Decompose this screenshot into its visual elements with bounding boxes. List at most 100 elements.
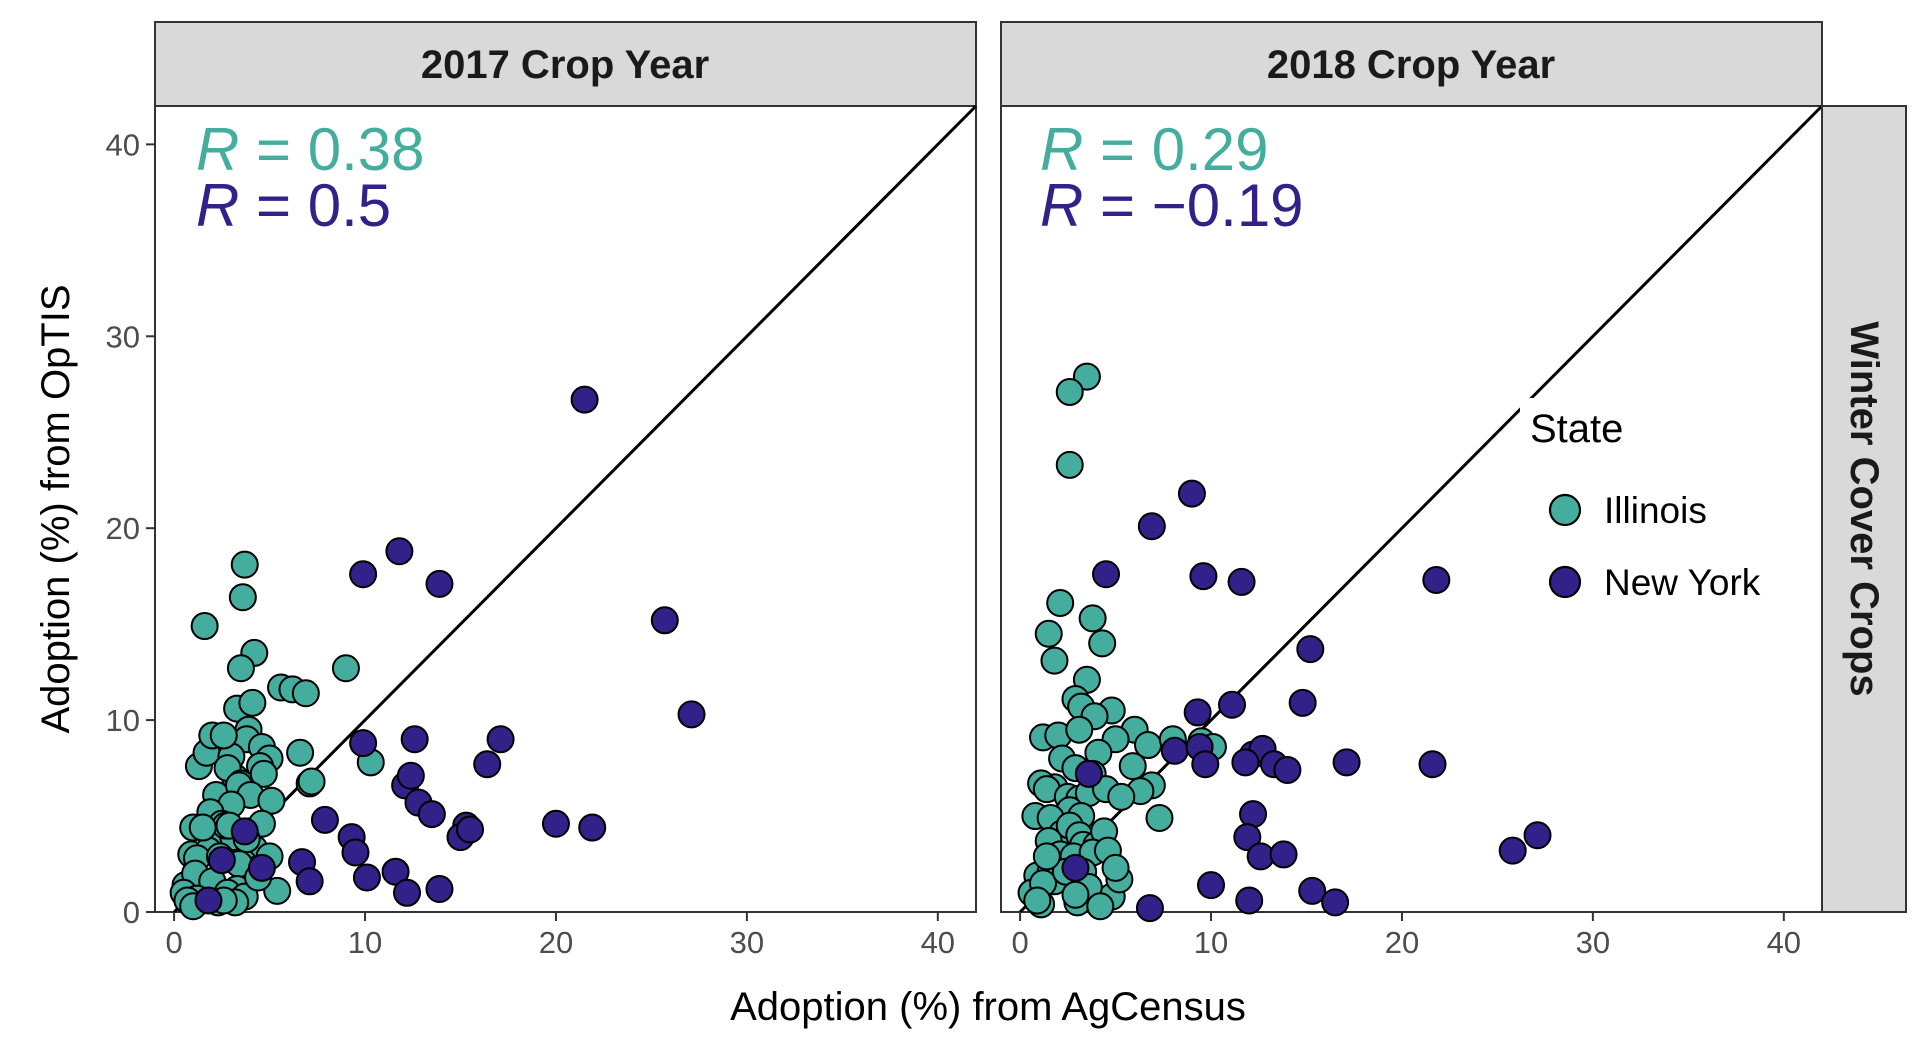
point-new-york [349,729,378,758]
point-new-york [381,857,410,886]
x-tick-label: 40 [1767,925,1801,960]
point-new-york [570,385,599,414]
point-new-york [1231,748,1260,777]
legend-swatch-new-york [1548,565,1582,599]
x-axis: 0 10 20 30 40 [165,912,955,960]
point-illinois [1078,604,1107,633]
point-new-york [1074,759,1103,788]
r-label-illinois: R = 0.29 [1040,116,1269,183]
point-illinois [1061,880,1090,909]
r-var: R [196,116,239,183]
point-new-york [1296,635,1325,664]
r-label-new-york: R = −0.19 [1040,172,1304,239]
y-tick-label: 0 [123,895,140,930]
point-new-york [1523,821,1552,850]
point-illinois [1040,646,1069,675]
point-new-york [1332,748,1361,777]
point-new-york [396,761,425,790]
r-value: 0.29 [1152,116,1269,183]
point-new-york [1288,688,1317,717]
y-tick-label: 40 [106,127,140,162]
point-new-york [349,560,378,589]
point-new-york [393,878,422,907]
r-var: R [196,172,239,239]
point-new-york [230,817,259,846]
point-new-york [1422,566,1451,595]
panel-title: 2017 Crop Year [421,43,709,87]
plot-area [154,105,977,913]
point-illinois [1055,377,1084,406]
point-illinois [331,654,360,683]
point-illinois [297,767,326,796]
point-new-york [1137,512,1166,541]
point-illinois [1032,842,1061,871]
point-illinois [226,654,255,683]
point-illinois [1046,589,1075,618]
point-illinois [1055,450,1084,479]
x-tick-label: 40 [921,925,955,960]
r-eq: = [1083,172,1151,239]
r-eq: = [239,172,307,239]
x-axis-title: Adoption (%) from AgCensus [730,985,1246,1029]
point-new-york [1218,690,1247,719]
panel-2017: 2017 Crop Year R = 0.38 R = 0.5 0 10 20 30 4… [106,21,978,960]
point-illinois [228,583,257,612]
point-illinois [188,813,217,842]
point-illinois [238,688,267,717]
panel-title: 2018 Crop Year [1267,43,1555,87]
y-axis: 0 10 20 30 40 [106,127,155,930]
point-illinois [1101,853,1130,882]
point-new-york [1183,698,1212,727]
point-new-york [207,846,236,875]
row-strip-label: Winter Cover Crops [1842,321,1886,696]
point-new-york [578,813,607,842]
x-tick-label: 10 [348,925,382,960]
points-layer [169,385,706,921]
point-new-york [456,815,485,844]
point-new-york [1197,871,1226,900]
r-value: −0.19 [1152,172,1304,239]
panel-strip [154,21,977,107]
point-illinois [249,759,278,788]
point-new-york [295,867,324,896]
legend-swatch-illinois [1548,493,1582,527]
point-new-york [1498,836,1527,865]
point-new-york [1233,823,1262,852]
point-new-york [1092,560,1121,589]
y-tick-label: 10 [106,703,140,738]
point-illinois [286,738,315,767]
x-tick-label: 0 [1011,925,1028,960]
x-tick-label: 30 [1576,925,1610,960]
r-value: 0.5 [308,172,391,239]
point-illinois [1034,619,1063,648]
r-eq: = [1083,116,1151,183]
point-new-york [1135,894,1164,923]
point-new-york [1273,755,1302,784]
r-value: 0.38 [308,116,425,183]
point-new-york [352,863,381,892]
point-new-york [194,886,223,915]
point-new-york [1189,562,1218,591]
x-tick-label: 0 [165,925,182,960]
point-illinois [291,679,320,708]
legend: State Illinois New York [1520,398,1820,614]
point-new-york [1321,888,1350,917]
point-new-york [400,725,429,754]
point-illinois [190,612,219,641]
point-illinois [209,721,238,750]
points-layer [1017,362,1552,923]
point-illinois [263,876,292,905]
point-illinois [1145,803,1174,832]
x-axis: 0 10 20 30 40 [1011,912,1801,960]
r-label-new-york: R = 0.5 [196,172,391,239]
legend-title: State [1530,407,1623,451]
point-illinois [230,550,259,579]
point-new-york [1235,886,1264,915]
r-var: R [1040,116,1083,183]
point-new-york [425,569,454,598]
point-new-york [677,700,706,729]
r-var: R [1040,172,1083,239]
point-illinois [1107,782,1136,811]
legend-label-illinois: Illinois [1604,490,1707,531]
